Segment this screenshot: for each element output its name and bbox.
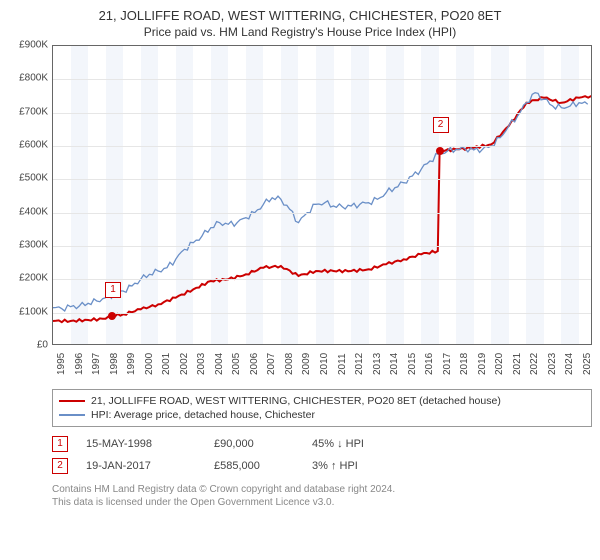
y-tick-label: £900K bbox=[8, 40, 48, 51]
footer-attribution: Contains HM Land Registry data © Crown c… bbox=[52, 483, 592, 509]
x-tick-label: 2017 bbox=[442, 353, 453, 375]
gridline bbox=[53, 313, 591, 314]
x-tick-label: 2018 bbox=[459, 353, 470, 375]
footer-line-2: This data is licensed under the Open Gov… bbox=[52, 496, 592, 509]
x-tick-label: 2014 bbox=[389, 353, 400, 375]
event-row: 2 19-JAN-2017 £585,000 3% ↑ HPI bbox=[52, 455, 592, 477]
y-tick-label: £600K bbox=[8, 140, 48, 151]
x-tick-label: 2019 bbox=[477, 353, 488, 375]
event-hpi-diff: 3% ↑ HPI bbox=[312, 460, 402, 472]
x-tick-label: 2010 bbox=[319, 353, 330, 375]
y-tick-label: £500K bbox=[8, 173, 48, 184]
gridline bbox=[53, 279, 591, 280]
legend-box: 21, JOLLIFFE ROAD, WEST WITTERING, CHICH… bbox=[52, 389, 592, 427]
legend-swatch bbox=[59, 414, 85, 416]
y-tick-label: £0 bbox=[8, 340, 48, 351]
x-tick-label: 2005 bbox=[231, 353, 242, 375]
x-tick-label: 1999 bbox=[126, 353, 137, 375]
x-tick-label: 2008 bbox=[284, 353, 295, 375]
gridline bbox=[53, 213, 591, 214]
y-tick-label: £400K bbox=[8, 206, 48, 217]
x-tick-label: 1997 bbox=[91, 353, 102, 375]
legend-label: HPI: Average price, detached house, Chic… bbox=[91, 409, 315, 421]
x-tick-label: 2015 bbox=[407, 353, 418, 375]
chart-container: 21, JOLLIFFE ROAD, WEST WITTERING, CHICH… bbox=[0, 0, 600, 560]
y-tick-label: £800K bbox=[8, 73, 48, 84]
x-tick-label: 2012 bbox=[354, 353, 365, 375]
event-price: £90,000 bbox=[214, 438, 294, 450]
x-tick-label: 2016 bbox=[424, 353, 435, 375]
x-tick-label: 2022 bbox=[529, 353, 540, 375]
x-tick-label: 2025 bbox=[582, 353, 593, 375]
x-tick-label: 2024 bbox=[564, 353, 575, 375]
x-tick-label: 2003 bbox=[196, 353, 207, 375]
x-axis-labels: 1995 1996 1997 1998 1999 2000 2001 2002 2003 2004… bbox=[52, 345, 592, 385]
event-row: 1 15-MAY-1998 £90,000 45% ↓ HPI bbox=[52, 433, 592, 455]
x-tick-label: 2002 bbox=[179, 353, 190, 375]
x-tick-label: 2009 bbox=[301, 353, 312, 375]
gridline bbox=[53, 246, 591, 247]
gridline bbox=[53, 179, 591, 180]
sale-dot bbox=[436, 147, 444, 155]
event-date: 19-JAN-2017 bbox=[86, 460, 196, 472]
footer-line-1: Contains HM Land Registry data © Crown c… bbox=[52, 483, 592, 496]
x-tick-label: 1996 bbox=[74, 353, 85, 375]
legend-swatch bbox=[59, 400, 85, 402]
events-table: 1 15-MAY-1998 £90,000 45% ↓ HPI 2 19-JAN-2017… bbox=[52, 433, 592, 477]
series-hpi bbox=[53, 93, 588, 311]
sale-dot bbox=[108, 312, 116, 320]
x-tick-label: 2001 bbox=[161, 353, 172, 375]
chart-area: 12 1995199619971998199920002001200220032… bbox=[52, 45, 592, 385]
series-property_price bbox=[53, 96, 591, 322]
x-tick-label: 2007 bbox=[266, 353, 277, 375]
legend-item: 21, JOLLIFFE ROAD, WEST WITTERING, CHICH… bbox=[59, 394, 585, 408]
event-hpi-diff: 45% ↓ HPI bbox=[312, 438, 402, 450]
y-tick-label: £200K bbox=[8, 273, 48, 284]
x-tick-label: 2004 bbox=[214, 353, 225, 375]
gridline bbox=[53, 113, 591, 114]
event-number: 2 bbox=[52, 458, 68, 474]
y-tick-label: £100K bbox=[8, 306, 48, 317]
y-tick-label: £700K bbox=[8, 106, 48, 117]
x-tick-label: 2020 bbox=[494, 353, 505, 375]
event-date: 15-MAY-1998 bbox=[86, 438, 196, 450]
legend-item: HPI: Average price, detached house, Chic… bbox=[59, 408, 585, 422]
event-number: 1 bbox=[52, 436, 68, 452]
line-series-svg bbox=[53, 46, 592, 345]
sale-marker-1: 1 bbox=[105, 282, 121, 298]
gridline bbox=[53, 146, 591, 147]
gridline bbox=[53, 79, 591, 80]
x-tick-label: 2021 bbox=[512, 353, 523, 375]
x-tick-label: 2011 bbox=[337, 353, 348, 375]
chart-title: 21, JOLLIFFE ROAD, WEST WITTERING, CHICH… bbox=[10, 8, 590, 23]
event-price: £585,000 bbox=[214, 460, 294, 472]
plot-region: 12 bbox=[52, 45, 592, 345]
x-tick-label: 1995 bbox=[56, 353, 67, 375]
x-tick-label: 1998 bbox=[109, 353, 120, 375]
y-tick-label: £300K bbox=[8, 240, 48, 251]
x-tick-label: 2013 bbox=[372, 353, 383, 375]
chart-subtitle: Price paid vs. HM Land Registry's House … bbox=[10, 25, 590, 39]
sale-marker-2: 2 bbox=[433, 117, 449, 133]
x-tick-label: 2023 bbox=[547, 353, 558, 375]
x-tick-label: 2000 bbox=[144, 353, 155, 375]
legend-label: 21, JOLLIFFE ROAD, WEST WITTERING, CHICH… bbox=[91, 395, 501, 407]
x-tick-label: 2006 bbox=[249, 353, 260, 375]
